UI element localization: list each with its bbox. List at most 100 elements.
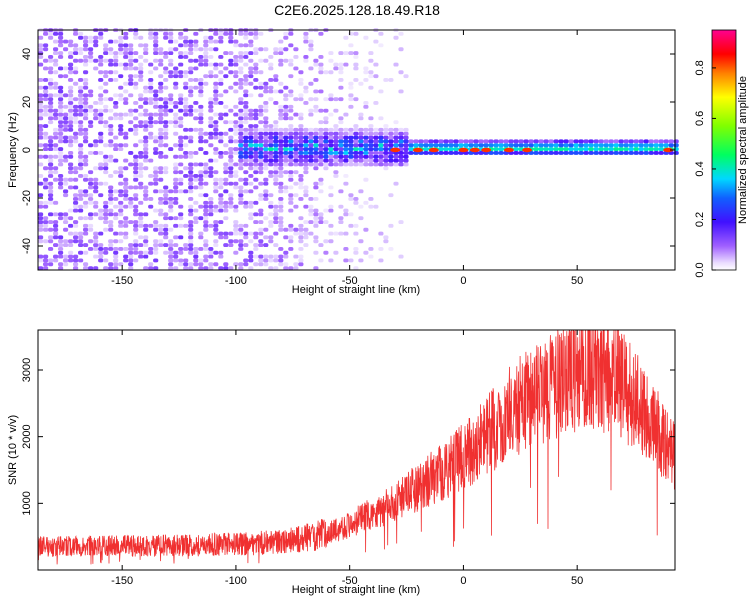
heatmap-cell bbox=[318, 108, 324, 113]
heatmap-cell bbox=[83, 243, 89, 247]
heatmap-cell bbox=[238, 158, 244, 163]
heatmap-cell bbox=[138, 235, 144, 240]
heatmap-cell bbox=[58, 135, 64, 140]
heatmap-cell bbox=[163, 66, 169, 71]
heatmap-cell bbox=[333, 151, 339, 155]
heatmap-cell bbox=[88, 212, 94, 217]
heatmap-cell bbox=[183, 108, 189, 113]
heatmap-cell bbox=[288, 247, 294, 251]
heatmap-cell bbox=[278, 166, 284, 171]
heatmap-cell bbox=[328, 208, 334, 213]
heatmap-cell bbox=[168, 247, 174, 251]
heatmap-cell bbox=[68, 139, 74, 144]
heatmap-cell bbox=[243, 189, 249, 194]
heatmap-cell bbox=[53, 47, 59, 52]
heatmap-cell bbox=[533, 147, 539, 151]
heatmap-cell bbox=[288, 177, 294, 182]
heatmap-cell bbox=[38, 212, 44, 217]
heatmap-cell bbox=[268, 266, 274, 271]
heatmap-cell bbox=[348, 31, 354, 36]
heatmap-cell bbox=[153, 147, 159, 151]
heatmap-cell bbox=[278, 197, 284, 201]
heatmap-cell bbox=[63, 212, 69, 217]
heatmap-cell bbox=[213, 131, 219, 136]
heatmap-cell bbox=[38, 127, 44, 132]
heatmap-cell bbox=[448, 143, 454, 148]
heatmap-cell bbox=[138, 170, 144, 175]
heatmap-peak bbox=[390, 147, 401, 153]
heatmap-cell bbox=[78, 51, 84, 55]
heatmap-cell bbox=[68, 135, 74, 140]
heatmap-cell bbox=[58, 127, 64, 132]
heatmap-cell bbox=[323, 97, 329, 102]
heatmap-cell bbox=[268, 151, 274, 155]
heatmap-cell bbox=[238, 262, 244, 267]
heatmap-cell bbox=[198, 177, 204, 182]
heatmap-cell bbox=[203, 254, 209, 259]
heatmap-cell bbox=[583, 139, 589, 144]
heatmap-cell bbox=[158, 74, 164, 79]
heatmap-cell bbox=[273, 78, 279, 82]
heatmap-cell bbox=[128, 81, 134, 86]
heatmap-cell bbox=[53, 51, 59, 55]
heatmap-cell bbox=[153, 181, 159, 186]
heatmap-cell bbox=[258, 166, 264, 171]
heatmap-cell bbox=[673, 143, 679, 148]
heatmap-cell bbox=[188, 262, 194, 267]
heatmap-cell bbox=[148, 120, 154, 125]
heatmap-cell bbox=[213, 81, 219, 86]
heatmap-cell bbox=[193, 108, 199, 113]
heatmap-cell bbox=[118, 35, 124, 40]
heatmap-cell bbox=[73, 112, 79, 117]
heatmap-cell bbox=[513, 139, 519, 144]
heatmap-cell bbox=[198, 58, 204, 63]
heatmap-cell bbox=[198, 108, 204, 113]
heatmap-cell bbox=[98, 112, 104, 117]
heatmap-cell bbox=[163, 112, 169, 117]
heatmap-cell bbox=[43, 85, 49, 90]
heatmap-cell bbox=[248, 66, 254, 71]
heatmap-cell bbox=[133, 185, 139, 190]
heatmap-cell bbox=[298, 254, 304, 259]
heatmap-cell bbox=[268, 258, 274, 263]
heatmap-cell bbox=[218, 250, 224, 255]
heatmap-cell bbox=[168, 262, 174, 267]
heatmap-cell bbox=[353, 162, 359, 167]
heatmap-cell bbox=[93, 189, 99, 194]
heatmap-cell bbox=[298, 78, 304, 82]
heatmap-cell bbox=[218, 200, 224, 205]
heatmap-cell bbox=[303, 89, 309, 94]
heatmap-cell bbox=[63, 193, 69, 198]
heatmap-peak bbox=[458, 147, 469, 153]
heatmap-cell bbox=[258, 208, 264, 213]
heatmap-cell bbox=[83, 70, 89, 75]
heatmap-cell bbox=[48, 93, 54, 98]
heatmap-cell bbox=[88, 120, 94, 125]
heatmap-peak bbox=[469, 147, 480, 153]
heatmap-cell bbox=[178, 116, 184, 121]
heatmap-cell bbox=[173, 66, 179, 71]
heatmap-cell bbox=[423, 143, 429, 148]
heatmap-cell bbox=[58, 239, 64, 244]
heatmap-cell bbox=[123, 89, 129, 94]
heatmap-cell bbox=[98, 231, 104, 236]
heatmap-cell bbox=[223, 151, 229, 155]
heatmap-cell bbox=[173, 254, 179, 259]
heatmap-cell bbox=[143, 166, 149, 171]
heatmap-cell bbox=[243, 181, 249, 186]
heatmap-cell bbox=[588, 139, 594, 144]
heatmap-cell bbox=[303, 231, 309, 236]
heatmap-cell bbox=[53, 93, 59, 98]
heatmap-cell bbox=[233, 170, 239, 175]
snr-xlabel: Height of straight line (km) bbox=[292, 584, 420, 596]
heatmap-cell bbox=[548, 147, 554, 151]
heatmap-cell bbox=[373, 62, 379, 67]
heatmap-cell bbox=[93, 181, 99, 186]
heatmap-cell bbox=[43, 227, 49, 232]
heatmap-cell bbox=[293, 254, 299, 259]
heatmap-cell bbox=[403, 151, 409, 155]
heatmap-cell bbox=[98, 151, 104, 155]
heatmap-cell bbox=[288, 151, 294, 155]
heatmap-cell bbox=[218, 81, 224, 86]
heatmap-cell bbox=[38, 35, 44, 40]
